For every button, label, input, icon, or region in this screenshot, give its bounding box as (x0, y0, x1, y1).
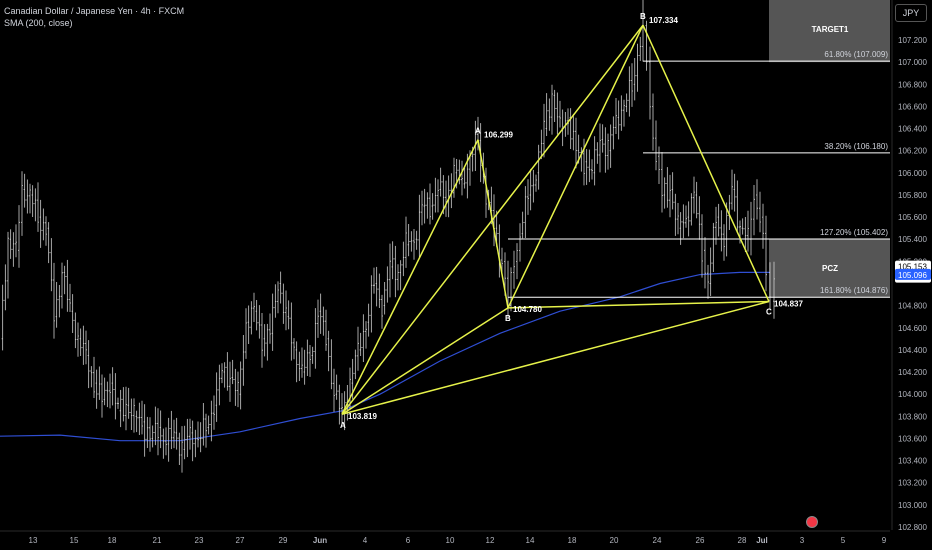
time-tick: 14 (526, 536, 535, 545)
price-tick: 102.800 (898, 523, 927, 532)
time-tick: 20 (610, 536, 619, 545)
price-tick: 107.000 (898, 58, 927, 67)
time-tick: 18 (568, 536, 577, 545)
price-tick: 104.000 (898, 390, 927, 399)
pattern-line (342, 308, 508, 414)
time-tick: 18 (108, 536, 117, 545)
time-tick: 24 (653, 536, 662, 545)
time-tick: Jul (756, 536, 768, 545)
pattern-line (508, 302, 769, 308)
price-tick: 104.800 (898, 302, 927, 311)
time-tick: 27 (236, 536, 245, 545)
time-tick: 13 (29, 536, 38, 545)
pattern-line (342, 302, 769, 415)
pattern-point-label: A (475, 127, 481, 136)
time-tick: 4 (363, 536, 368, 545)
pattern-line (342, 25, 643, 414)
pattern-point-label: B (505, 314, 511, 323)
time-tick: 23 (195, 536, 204, 545)
target-zone-label: TARGET1 (812, 25, 849, 34)
event-flag-icon[interactable] (806, 516, 818, 528)
time-tick: 10 (446, 536, 455, 545)
price-tick: 103.400 (898, 457, 927, 466)
price-tick: 106.800 (898, 80, 927, 89)
pattern-line (478, 140, 508, 308)
price-tick: 105.800 (898, 191, 927, 200)
time-tick: 3 (800, 536, 805, 545)
price-tick: 107.200 (898, 36, 927, 45)
time-tick: 12 (486, 536, 495, 545)
time-tick: 29 (279, 536, 288, 545)
price-tick: 103.200 (898, 479, 927, 488)
time-tick: 9 (882, 536, 887, 545)
price-tick: 106.400 (898, 125, 927, 134)
time-tick: 6 (406, 536, 411, 545)
pattern-point-value: 104.837 (774, 300, 803, 309)
pcz-zone-label: PCZ (822, 264, 838, 273)
price-tick: 105.400 (898, 235, 927, 244)
pattern-point-value: 103.819 (348, 412, 377, 421)
symbol-title: Canadian Dollar / Japanese Yen · 4h · FX… (4, 6, 184, 16)
pattern-point-label: B (640, 12, 646, 21)
time-tick: Jun (313, 536, 327, 545)
price-tick: 106.600 (898, 102, 927, 111)
price-tick: 106.000 (898, 169, 927, 178)
pattern-point-label: C (766, 308, 772, 317)
level-label: 161.80% (104.876) (820, 286, 888, 295)
price-tick: 106.200 (898, 147, 927, 156)
pattern-point-label: A (340, 421, 346, 430)
level-label: 38.20% (106.180) (824, 142, 888, 151)
time-tick: 21 (153, 536, 162, 545)
currency-button[interactable]: JPY (895, 4, 927, 22)
time-tick: 26 (696, 536, 705, 545)
pattern-line (508, 25, 643, 308)
current-price-value: 105.096 (898, 271, 927, 280)
price-tick: 105.600 (898, 213, 927, 222)
time-tick: 5 (841, 536, 846, 545)
level-label: 61.80% (107.009) (824, 50, 888, 59)
price-tick: 104.200 (898, 368, 927, 377)
pattern-point-value: 107.334 (649, 16, 678, 25)
pattern-line (342, 140, 478, 414)
price-tick: 103.600 (898, 434, 927, 443)
pattern-point-value: 106.299 (484, 131, 513, 140)
pattern-point-value: 104.780 (513, 305, 542, 314)
level-label: 127.20% (105.402) (820, 228, 888, 237)
price-tick: 103.000 (898, 501, 927, 510)
price-tick: 104.600 (898, 324, 927, 333)
price-tick: 103.800 (898, 412, 927, 421)
time-tick: 28 (738, 536, 747, 545)
time-tick: 15 (70, 536, 79, 545)
indicator-label[interactable]: SMA (200, close) (4, 18, 73, 28)
price-tick: 104.400 (898, 346, 927, 355)
